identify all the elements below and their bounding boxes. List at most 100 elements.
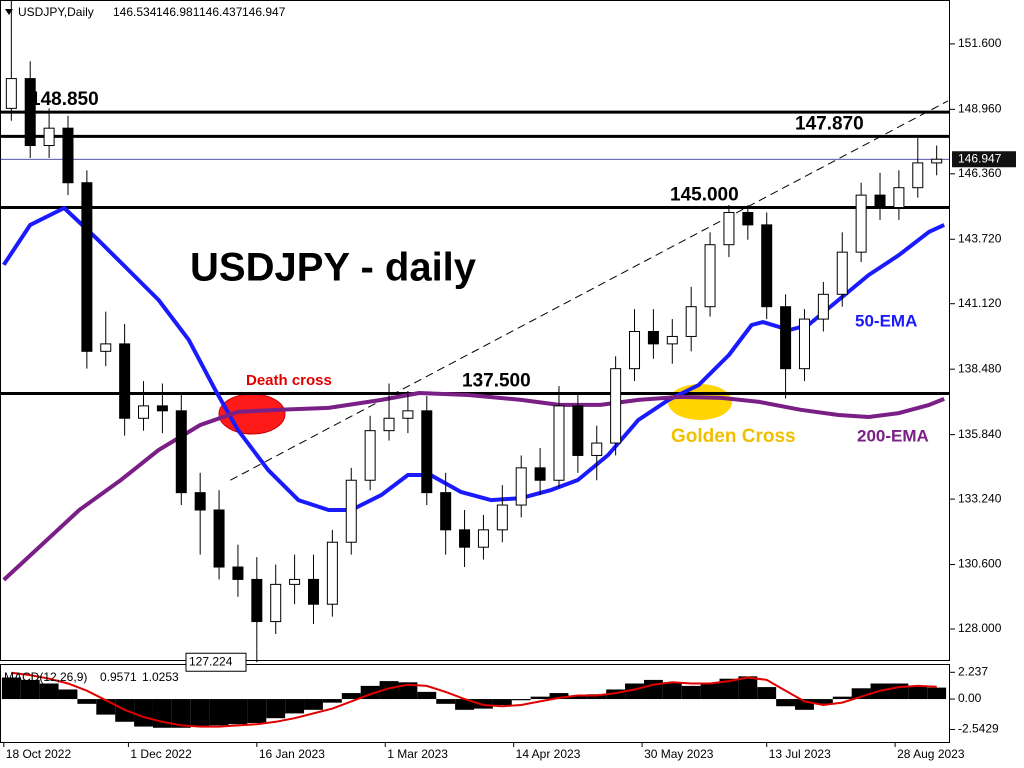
macd-bar — [474, 699, 493, 709]
series-label: 50-EMA — [855, 311, 917, 330]
macd-bar — [851, 688, 871, 700]
candle-body — [62, 127, 74, 184]
macd-bar — [492, 699, 512, 706]
candle-body — [24, 78, 36, 147]
trendline — [230, 100, 949, 481]
symbol-header: USDJPY,Daily — [18, 5, 94, 19]
candle-body — [5, 78, 17, 109]
candle-body — [421, 410, 433, 494]
golden-cross-marker — [668, 384, 732, 420]
macd-bar — [549, 693, 569, 700]
candle-body — [817, 293, 829, 320]
y-tick-label: -2.5429 — [958, 722, 999, 736]
candle-body — [251, 578, 263, 623]
candle-body — [100, 343, 112, 352]
y-tick-label: 2.237 — [958, 664, 988, 678]
y-tick-label: 130.600 — [958, 557, 1002, 571]
level-label: 137.500 — [462, 370, 531, 391]
candle-body — [364, 430, 376, 481]
candle-body — [591, 442, 603, 456]
macd-bar — [228, 699, 248, 725]
candle-body — [798, 318, 810, 370]
macd-bar — [285, 699, 305, 714]
candle-body — [43, 127, 55, 147]
candle-body — [780, 306, 792, 370]
macd-bar — [927, 687, 947, 700]
header-open: 146.534 — [113, 5, 157, 19]
macd-bar — [700, 683, 720, 700]
macd-bar — [455, 699, 474, 710]
candle-body — [194, 492, 206, 511]
macd-title: MACD(12,26,9) — [4, 670, 87, 684]
candle-body — [496, 504, 508, 531]
macd-bar — [266, 699, 286, 719]
y-tick-label: 143.720 — [958, 231, 1002, 245]
y-tick-label: 135.840 — [958, 427, 1002, 441]
candle-body — [874, 194, 886, 209]
candle-body — [912, 162, 924, 189]
y-tick-label: 146.360 — [958, 166, 1002, 180]
candle-body — [515, 467, 527, 506]
ema-line — [2, 206, 946, 512]
candle-body — [289, 578, 301, 585]
y-tick-label: 133.240 — [958, 491, 1002, 505]
candle-body — [270, 583, 282, 623]
macd-bar — [587, 694, 607, 700]
macd-bar — [379, 681, 399, 700]
level-label: 148.850 — [30, 89, 99, 110]
level-label: 145.000 — [670, 185, 739, 206]
macd-main-value: 0.9571 — [100, 670, 137, 684]
candle-body — [647, 330, 659, 345]
macd-bar — [436, 699, 456, 704]
x-tick-label: 1 Mar 2023 — [387, 747, 448, 761]
y-tick-label: 148.960 — [958, 102, 1002, 116]
macd-signal-value: 1.0253 — [142, 670, 179, 684]
candle-body — [685, 306, 697, 337]
macd-bar — [719, 678, 739, 700]
macd-bar — [738, 676, 758, 700]
macd-bar — [304, 699, 323, 710]
macd-bar — [643, 679, 663, 700]
candle-body — [81, 182, 93, 352]
macd-frame — [0, 664, 950, 743]
candle-body — [345, 479, 357, 543]
header-close: 146.947 — [242, 5, 286, 19]
x-tick-label: 28 Aug 2023 — [897, 747, 965, 761]
golden-cross-label: Golden Cross — [671, 426, 796, 447]
macd-bar — [681, 685, 701, 700]
low-label-box — [185, 652, 247, 672]
macd-bar — [134, 699, 153, 727]
low-label: 127.224 — [189, 654, 233, 668]
macd-bar — [341, 693, 361, 700]
candle-body — [477, 529, 489, 548]
candle-body — [553, 405, 565, 481]
candle-body — [610, 368, 622, 444]
macd-bar — [795, 699, 814, 710]
candle-body — [326, 541, 338, 605]
header-low: 146.437 — [199, 5, 243, 19]
main-frame — [0, 0, 950, 661]
candle-body — [893, 187, 905, 209]
macd-bar — [77, 699, 97, 704]
candle-body — [402, 410, 414, 419]
death-cross-label: Death cross — [246, 372, 332, 389]
candle-body — [666, 335, 678, 345]
y-tick-label: 0.00 — [958, 691, 982, 705]
macd-bar — [568, 695, 588, 700]
candle-body — [534, 467, 546, 481]
candle-body — [213, 509, 225, 568]
x-tick-label: 16 Jan 2023 — [259, 747, 325, 761]
candle-body — [440, 492, 452, 531]
macd-bar — [1, 677, 21, 700]
x-tick-label: 1 Dec 2022 — [130, 747, 192, 761]
macd-bar — [511, 699, 531, 701]
candle-body — [572, 405, 584, 456]
candle-body — [761, 224, 773, 308]
candle-body — [175, 410, 187, 494]
candle-body — [383, 417, 395, 432]
macd-bar — [832, 696, 852, 700]
x-tick-label: 13 Jul 2023 — [769, 747, 831, 761]
macd-bar — [417, 691, 437, 700]
macd-bar — [813, 699, 833, 704]
